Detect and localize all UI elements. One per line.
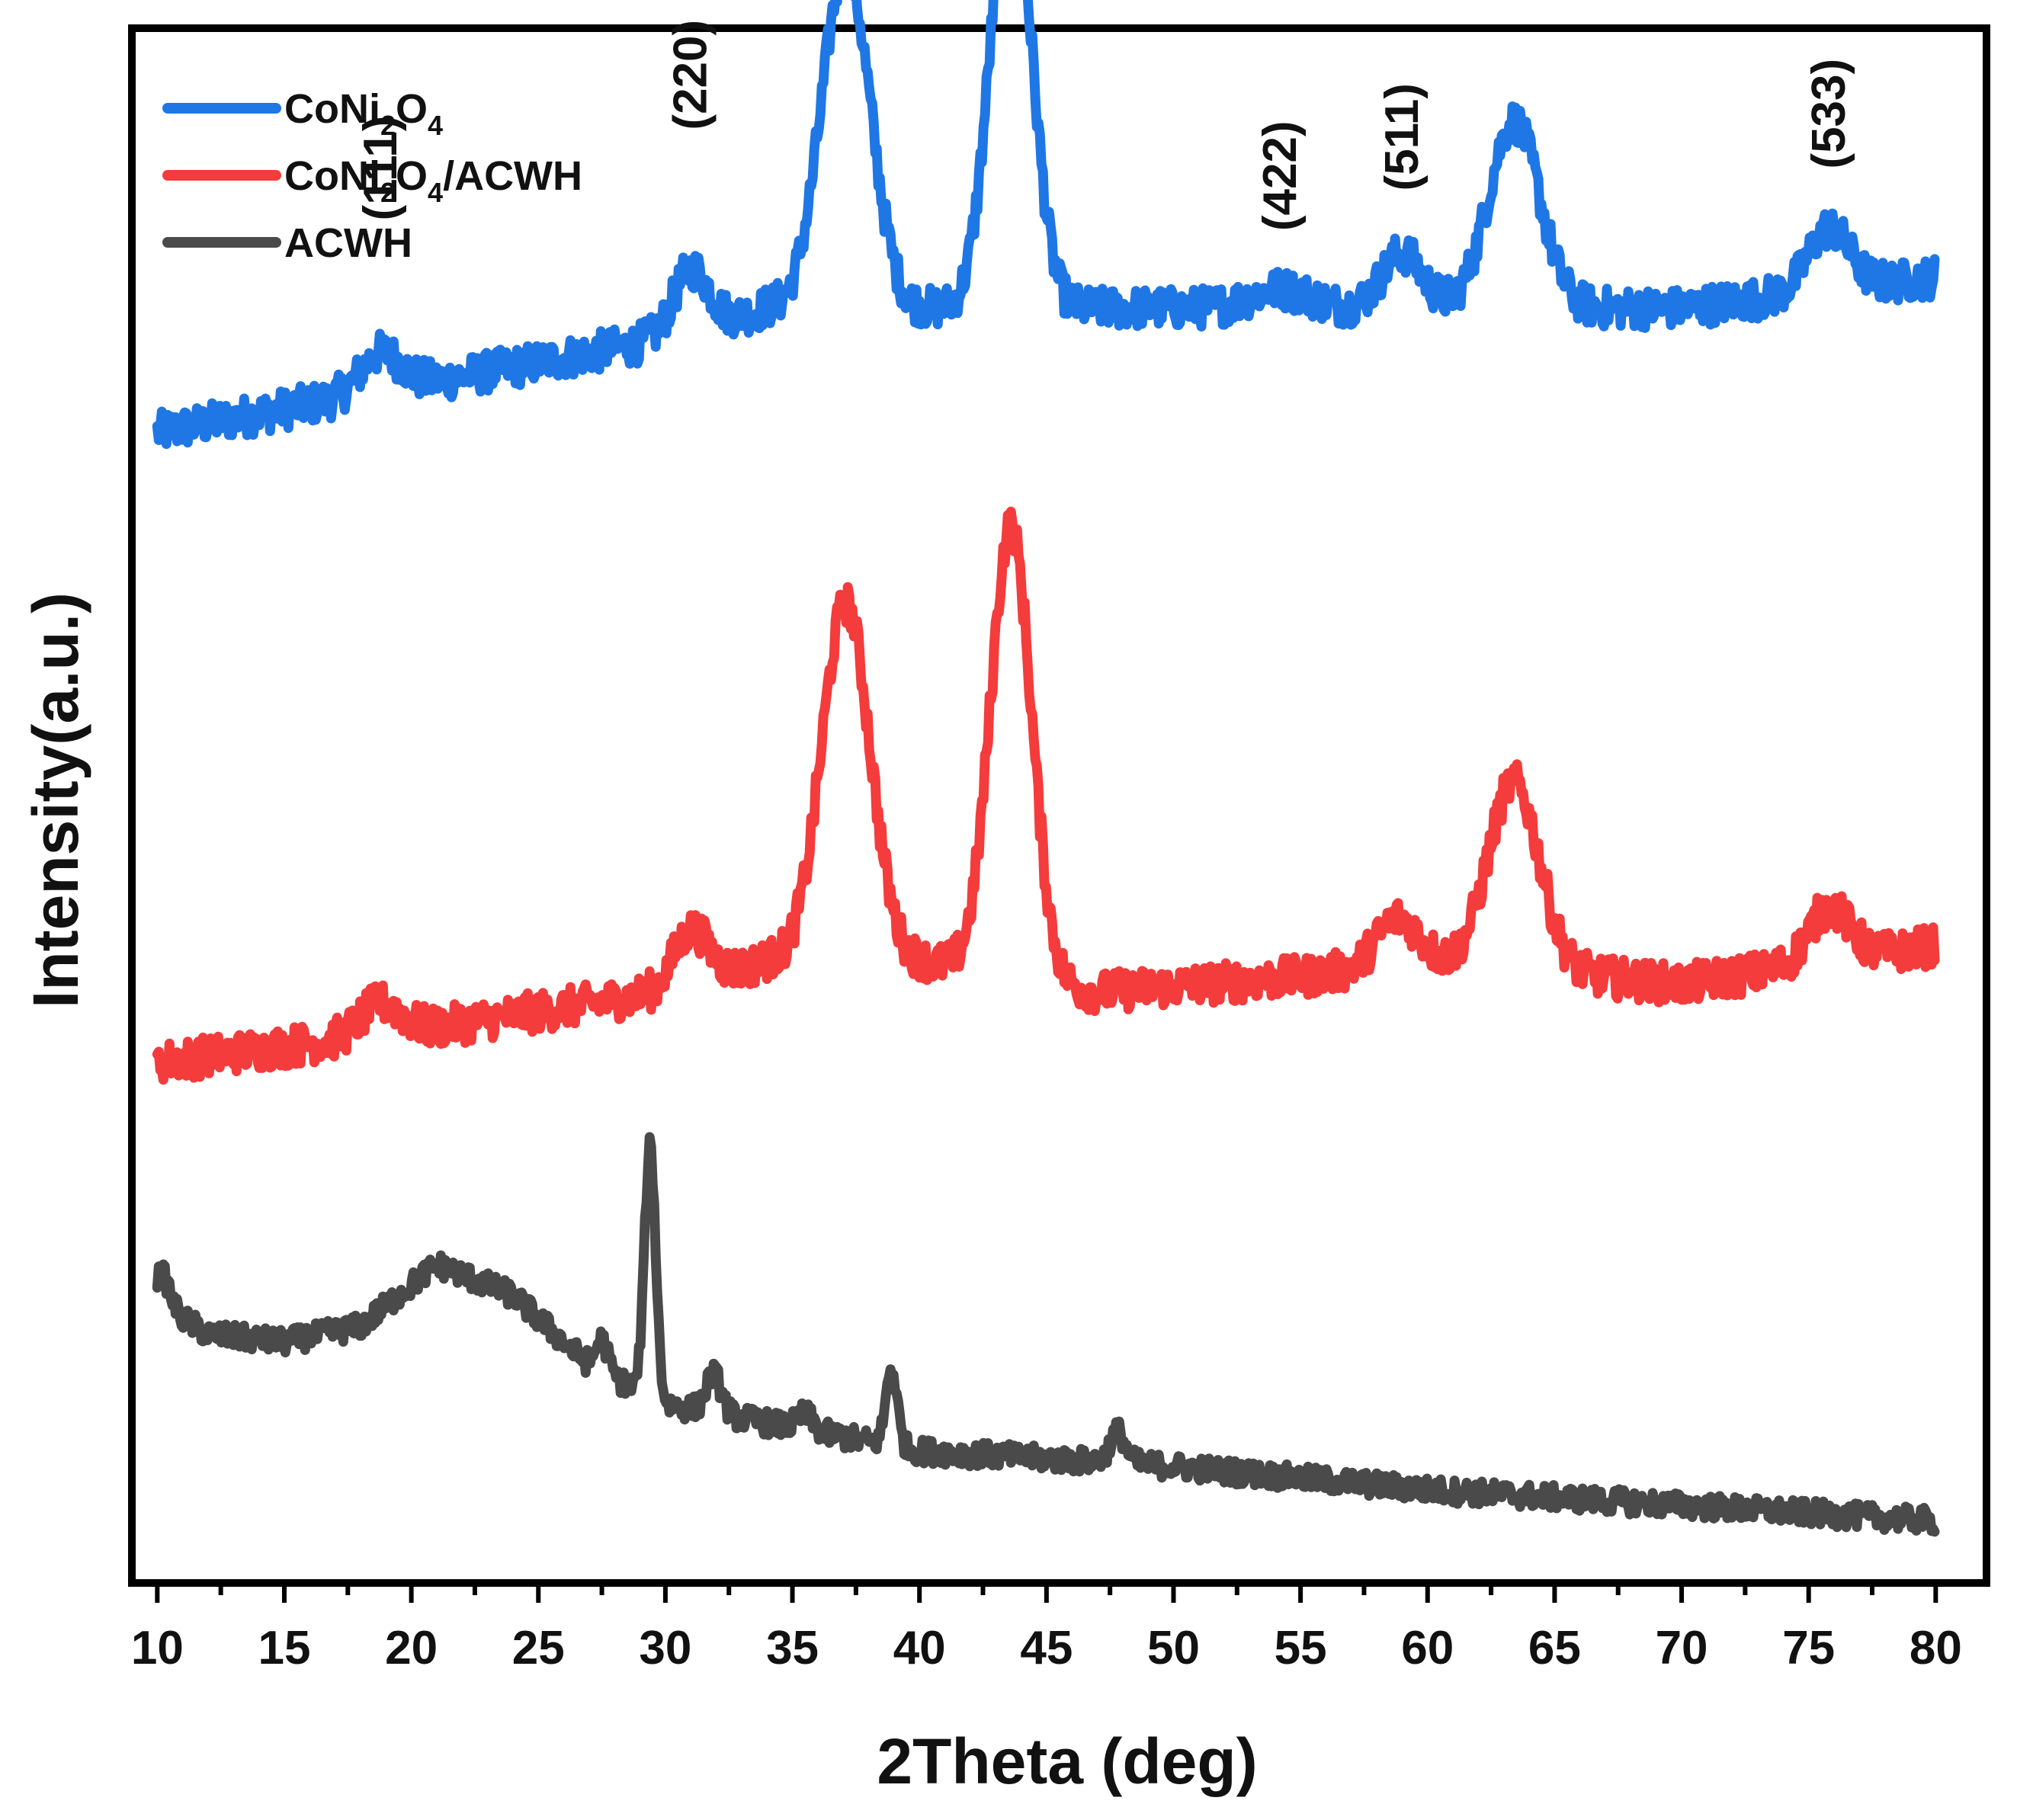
x-tick-label: 30 — [639, 1622, 691, 1674]
x-tick-label: 25 — [512, 1622, 565, 1674]
peak-label: (220) — [665, 20, 717, 130]
x-tick-label: 10 — [131, 1622, 184, 1674]
peak-label: (533) — [1803, 59, 1855, 169]
x-axis-title: 2Theta (deg) — [877, 1725, 1257, 1797]
x-tick-label: 35 — [766, 1622, 819, 1674]
legend-label: CoNi2O4 — [284, 86, 443, 141]
x-tick-label: 65 — [1528, 1622, 1581, 1674]
x-tick-label: 45 — [1020, 1622, 1073, 1674]
legend-label: CoNi2O4/ACWH — [284, 153, 582, 208]
x-axis-ticks: 10 15 20 25 30 35 40 45 50 55 60 65 70 75 80 — [131, 1583, 1962, 1674]
series-line-acwh — [152, 1132, 1940, 1537]
y-axis-title: Intensity(a.u.) — [20, 592, 91, 1008]
x-tick-label: 75 — [1782, 1622, 1835, 1674]
x-tick-label: 70 — [1656, 1622, 1708, 1674]
x-tick-label: 20 — [385, 1622, 438, 1674]
peak-annotations: (111)(220)(222)(400)(422)(511)(440)(533) — [354, 20, 1855, 231]
legend-label: ACWH — [284, 220, 412, 266]
x-tick-label: 55 — [1275, 1622, 1327, 1674]
x-tick-label: 60 — [1401, 1622, 1454, 1674]
x-tick-label: 50 — [1147, 1622, 1200, 1674]
plot-frame — [128, 24, 1990, 1587]
peak-label: (111) — [354, 116, 407, 221]
peak-label: (511) — [1376, 83, 1429, 191]
x-tick-label: 15 — [258, 1622, 310, 1674]
series-layer — [152, 0, 1940, 1537]
legend: CoNi2O4 CoNi2O4/ACWH ACWH — [162, 86, 582, 266]
x-tick-label: 80 — [1910, 1622, 1962, 1674]
series-line-coni2o4-acwh — [152, 506, 1940, 1085]
series-line-coni2o4 — [152, 0, 1940, 450]
peak-label: (422) — [1254, 120, 1307, 231]
x-tick-label: 40 — [893, 1622, 946, 1674]
